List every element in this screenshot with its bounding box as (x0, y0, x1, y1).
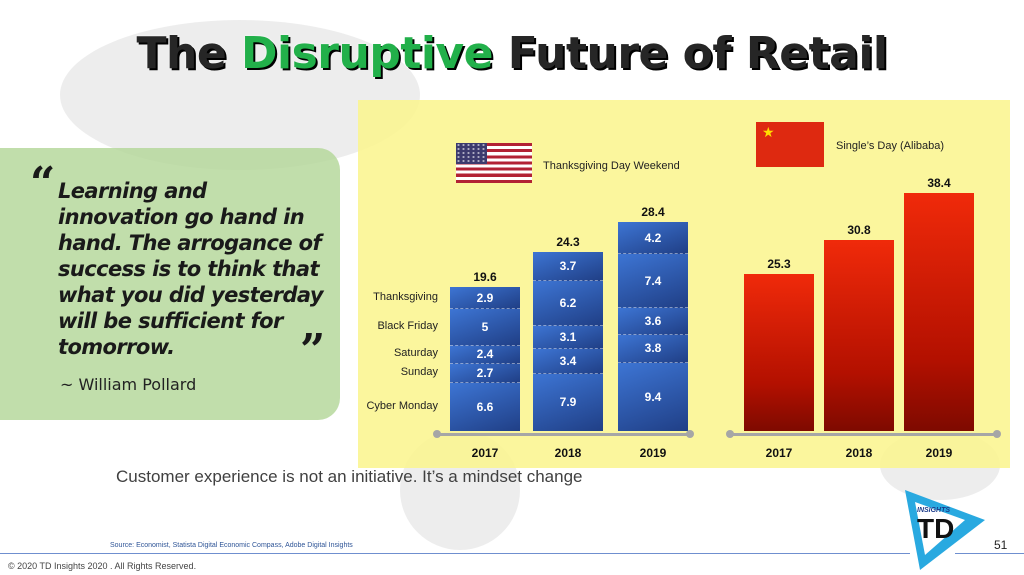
quote-box (0, 148, 340, 420)
china-value-label: 25.3 (767, 257, 791, 272)
china-bar-2019 (904, 192, 974, 431)
china-year-label: 2017 (765, 446, 793, 460)
tagline: Customer experience is not an initiative… (116, 467, 583, 486)
svg-text:TD: TD (917, 513, 954, 544)
us-year-label: 2017 (471, 446, 499, 460)
us-total-label: 24.3 (556, 235, 580, 250)
united-states-flag-icon (456, 143, 532, 183)
open-quote-icon: “ (30, 158, 56, 209)
source-note: Source: Economist, Statista Digital Econ… (110, 542, 353, 549)
title-text: The (136, 28, 241, 79)
us-x-axis (433, 430, 694, 438)
bar-segment-black-friday: 7.4 (618, 253, 688, 308)
footer-divider (955, 553, 1024, 554)
us-year-label: 2019 (639, 446, 667, 460)
us-bar-2019: 4.2 7.4 3.6 3.8 9.4 (618, 222, 688, 431)
china-value-label: 38.4 (927, 175, 951, 190)
us-total-label: 28.4 (641, 205, 665, 220)
china-bar-2017 (744, 274, 814, 431)
category-label: Black Friday (377, 319, 438, 332)
bar-segment-thanksgiving: 2.9 (450, 286, 520, 309)
quote-author: ~ William Pollard (60, 375, 197, 394)
us-year-label: 2018 (554, 446, 582, 460)
china-year-label: 2019 (925, 446, 953, 460)
category-label: Saturday (393, 346, 438, 359)
bar-segment-sunday: 3.4 (533, 347, 603, 373)
china-value-label: 30.8 (847, 223, 871, 238)
quote-text: Learning and innovation go hand in hand.… (58, 179, 324, 359)
us-bar-2018: 3.7 6.2 3.1 3.4 7.9 (533, 252, 603, 431)
china-chart-title: Single’s Day (Alibaba) (836, 140, 945, 152)
bar-segment-black-friday: 5 (450, 308, 520, 345)
title-text: Future of Retail (492, 28, 888, 79)
copyright: © 2020 TD Insights 2020 . All Rights Res… (8, 561, 197, 571)
category-label: Sunday (400, 365, 438, 378)
close-quote-icon: ” (300, 325, 326, 376)
page-number: 51 (994, 538, 1008, 552)
svg-text:INSIGHTS: INSIGHTS (917, 507, 950, 514)
bar-segment-cyber-monday: 7.9 (533, 372, 603, 431)
bar-segment-sunday: 3.8 (618, 333, 688, 362)
china-x-axis (726, 430, 1001, 438)
bar-segment-thanksgiving: 3.7 (533, 252, 603, 280)
china-bar-2018 (824, 240, 894, 431)
china-year-label: 2018 (845, 446, 873, 460)
footer-divider (0, 553, 910, 554)
td-insights-logo: INSIGHTS TD (905, 490, 985, 570)
us-chart-title: Thanksgiving Day Weekend (543, 160, 680, 172)
bar-segment-cyber-monday: 9.4 (618, 361, 688, 431)
category-label: Thanksgiving (373, 290, 438, 303)
us-total-label: 19.6 (473, 269, 497, 284)
bar-segment-thanksgiving: 4.2 (618, 222, 688, 254)
bar-segment-cyber-monday: 6.6 (450, 382, 520, 431)
us-bar-2017: 2.9 5 2.4 2.7 6.6 (450, 286, 520, 431)
bar-segment-black-friday: 6.2 (533, 279, 603, 326)
bar-segment-sunday: 2.7 (450, 362, 520, 383)
bar-segment-saturday: 3.1 (533, 325, 603, 348)
china-flag-icon: ★ (756, 122, 824, 167)
category-label: Cyber Monday (366, 399, 438, 412)
page-title: The Disruptive Future of Retail (0, 28, 1024, 79)
bar-segment-saturday: 2.4 (450, 345, 520, 363)
bar-segment-saturday: 3.6 (618, 307, 688, 334)
title-highlight: Disruptive (241, 28, 493, 79)
